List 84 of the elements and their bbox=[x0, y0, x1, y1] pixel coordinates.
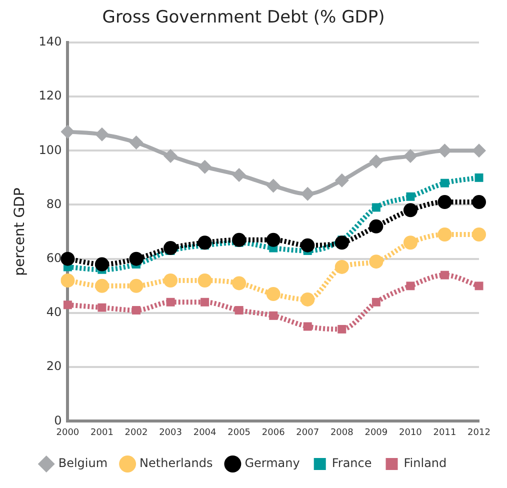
point bbox=[474, 173, 484, 182]
y-tick-label: 40 bbox=[46, 305, 62, 320]
y-tick-label: 0 bbox=[54, 413, 62, 428]
legend-label: Germany bbox=[244, 456, 300, 470]
point bbox=[164, 274, 178, 288]
point bbox=[98, 303, 106, 312]
point bbox=[63, 300, 72, 310]
point bbox=[403, 149, 418, 164]
y-tick-label: 120 bbox=[38, 88, 62, 103]
point bbox=[129, 136, 144, 150]
point bbox=[60, 124, 75, 139]
y-tick-label: 80 bbox=[46, 196, 62, 211]
point bbox=[129, 278, 144, 293]
point bbox=[94, 278, 109, 293]
point bbox=[406, 282, 415, 290]
x-tick-label: 2002 bbox=[124, 428, 148, 438]
x-tick-label: 2004 bbox=[193, 428, 217, 438]
point bbox=[438, 228, 452, 242]
point bbox=[94, 257, 109, 272]
point bbox=[472, 228, 486, 242]
y-axis-title: percent GDP bbox=[12, 188, 28, 276]
point bbox=[232, 276, 246, 290]
point bbox=[474, 282, 484, 290]
legend-label: Netherlands bbox=[140, 456, 213, 470]
point bbox=[166, 298, 175, 306]
point bbox=[403, 236, 418, 250]
point bbox=[198, 236, 212, 250]
point bbox=[334, 236, 349, 250]
legend-label: France bbox=[332, 456, 372, 470]
x-tick-label: 2007 bbox=[296, 428, 320, 438]
point bbox=[198, 160, 212, 174]
x-tick-label: 2001 bbox=[90, 428, 114, 438]
point bbox=[300, 292, 315, 306]
point bbox=[266, 287, 280, 302]
point bbox=[406, 192, 415, 201]
point bbox=[164, 149, 178, 164]
legend-label: Belgium bbox=[58, 456, 108, 470]
point bbox=[300, 238, 315, 252]
x-tick-label: 2006 bbox=[262, 428, 286, 438]
x-tick-label: 2003 bbox=[159, 428, 182, 438]
point bbox=[269, 311, 278, 320]
x-tick-label: 2010 bbox=[399, 428, 422, 438]
x-tick-label: 2008 bbox=[330, 428, 354, 438]
x-tick-label: 2009 bbox=[364, 428, 388, 438]
point bbox=[472, 144, 486, 158]
point bbox=[334, 173, 349, 188]
legend-label: Finland bbox=[404, 456, 447, 470]
point bbox=[129, 252, 144, 266]
x-tick-label: 2005 bbox=[228, 428, 251, 438]
point bbox=[266, 178, 280, 193]
point bbox=[94, 127, 109, 142]
point bbox=[440, 178, 449, 188]
point bbox=[369, 219, 384, 234]
point bbox=[60, 252, 75, 266]
point bbox=[438, 144, 452, 158]
y-tick-label: 60 bbox=[46, 250, 62, 265]
point bbox=[334, 260, 349, 274]
point bbox=[472, 195, 486, 210]
y-tick-label: 100 bbox=[38, 142, 62, 157]
point bbox=[372, 298, 380, 306]
point bbox=[60, 274, 75, 288]
point bbox=[403, 203, 418, 218]
point bbox=[200, 298, 210, 306]
point bbox=[369, 154, 384, 168]
point bbox=[369, 254, 384, 269]
x-tick-label: 2011 bbox=[433, 428, 456, 438]
x-tick-label: 2000 bbox=[56, 428, 80, 438]
point bbox=[303, 322, 312, 331]
point bbox=[198, 274, 212, 288]
point bbox=[234, 306, 244, 315]
point bbox=[232, 232, 246, 247]
x-tick-label: 2012 bbox=[468, 428, 490, 438]
point bbox=[338, 324, 346, 334]
point bbox=[132, 306, 140, 315]
y-tick-label: 20 bbox=[46, 359, 62, 374]
point bbox=[300, 186, 315, 201]
point bbox=[232, 168, 246, 182]
point bbox=[266, 232, 280, 247]
point bbox=[164, 241, 178, 256]
point bbox=[438, 195, 452, 210]
y-tick-label: 140 bbox=[38, 34, 62, 49]
chart-title: Gross Government Debt (% GDP) bbox=[102, 8, 385, 28]
point bbox=[372, 203, 380, 212]
point bbox=[440, 270, 449, 280]
